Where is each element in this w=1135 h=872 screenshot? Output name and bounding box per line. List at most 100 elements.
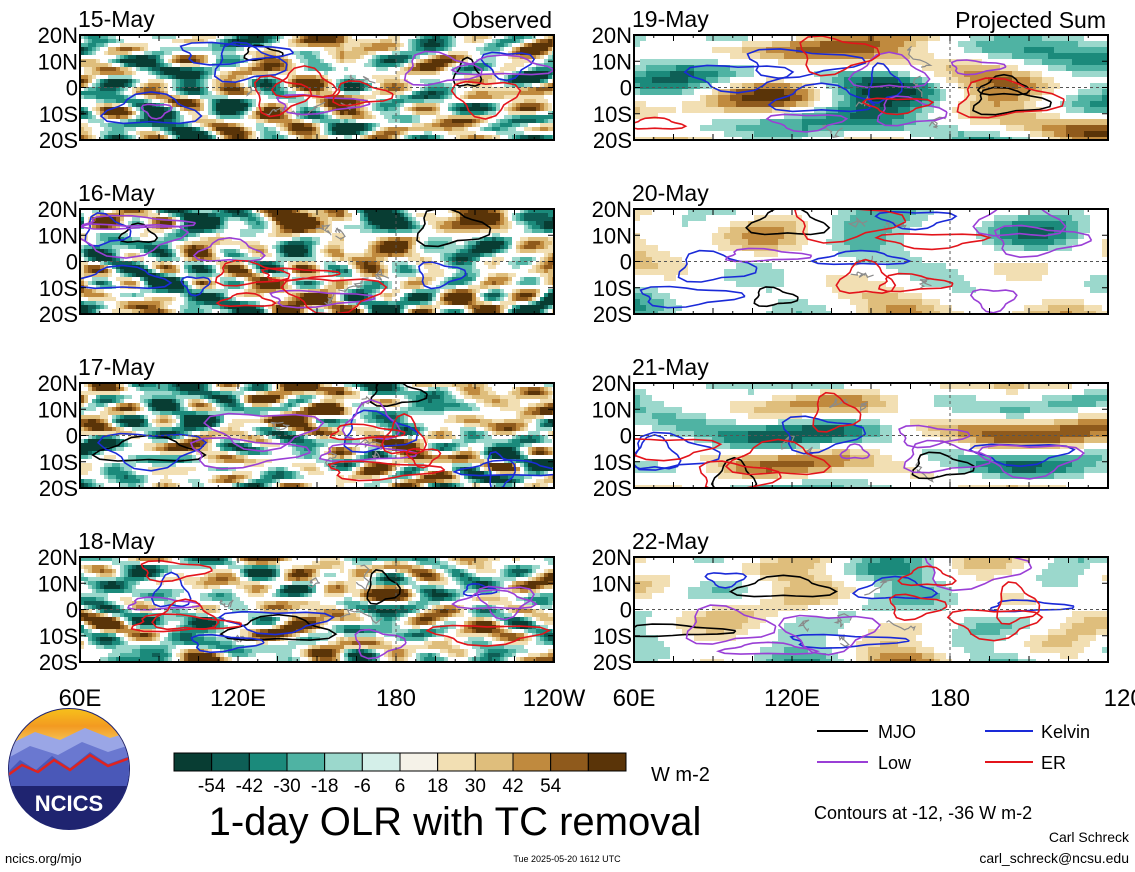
legend-label-kelvin: Kelvin — [1041, 722, 1090, 742]
olr-field — [80, 35, 554, 140]
contour-low — [189, 436, 311, 470]
logo-text: NCICS — [35, 791, 103, 816]
colorbar-swatch — [399, 752, 439, 772]
y-tick-label: 10N — [592, 49, 632, 74]
colorbar-tick-label: 30 — [465, 776, 486, 797]
x-tick-left-0: 60E — [59, 685, 102, 712]
contour-mjo — [976, 73, 1031, 96]
x-tick-right-1: 120E — [764, 685, 820, 712]
contour-low — [126, 596, 201, 611]
contour-low — [765, 113, 849, 133]
contour-er — [888, 593, 948, 622]
contour-er — [877, 272, 954, 293]
y-tick-label: 10N — [592, 397, 632, 422]
colorbar-swatch — [173, 752, 213, 772]
contour-low — [269, 289, 376, 309]
contour-low — [140, 103, 174, 120]
panel-date-label: 19-May — [632, 6, 709, 32]
y-tick-label: 10N — [592, 223, 632, 248]
contour-mjo — [369, 382, 428, 408]
x-tick-right-0: 60E — [613, 685, 656, 712]
contour-er — [405, 447, 442, 469]
contour-er — [130, 613, 243, 633]
olr-field — [634, 557, 1108, 662]
y-tick-label: 10S — [593, 276, 632, 301]
contour-er — [140, 559, 213, 583]
colorbar-swatch — [512, 752, 552, 772]
author-email: carl_schreck@ncsu.edu — [979, 850, 1129, 866]
contour-low — [847, 51, 931, 89]
colorbar-tick-label: 18 — [427, 776, 448, 797]
x-tick-left-2: 180 — [376, 685, 416, 712]
contour-er — [425, 624, 552, 647]
y-tick-label: 20N — [38, 545, 78, 570]
source-url: ncics.org/mjo — [5, 851, 82, 866]
contour-er — [946, 608, 1044, 642]
contour-er — [450, 80, 522, 120]
column-header: Projected Sum — [955, 7, 1106, 33]
author-name: Carl Schreck — [1049, 829, 1130, 845]
x-tick-left-3: 120W — [523, 685, 586, 712]
contour-low — [903, 439, 992, 474]
contour-er — [724, 438, 832, 476]
contour-kelvin — [213, 41, 288, 84]
contour-kelvin — [809, 249, 912, 266]
colorbar-tick-label: 42 — [502, 776, 523, 797]
contour-er — [215, 292, 278, 308]
colorbar-swatch — [437, 752, 476, 772]
contour-low — [993, 224, 1093, 259]
contour-kelvin — [180, 276, 212, 297]
contour-kelvin — [746, 48, 867, 80]
x-axis-labels-right: 60E 120E 180 120W — [613, 685, 1135, 712]
contour-er — [812, 391, 862, 433]
contour-er — [861, 97, 935, 116]
contour-mjo — [911, 451, 976, 480]
y-tick-label: 10N — [38, 397, 78, 422]
contour-kelvin — [867, 62, 903, 104]
contour-low — [318, 442, 418, 463]
contour-er — [253, 75, 313, 118]
contour-kelvin — [851, 575, 939, 600]
chart-title: 1-day OLR with TC removal — [209, 800, 702, 844]
legend-label-low: Low — [878, 753, 912, 773]
contour-mjo — [745, 208, 831, 236]
y-tick-label: 0 — [66, 76, 78, 101]
contour-er — [280, 277, 388, 315]
y-tick-label: 20N — [592, 23, 632, 48]
colorbar-unit: W m-2 — [651, 764, 710, 786]
contour-kelvin — [704, 572, 748, 589]
y-tick-label: 10S — [593, 450, 632, 475]
contour-low — [777, 614, 882, 656]
y-tick-label: 10N — [38, 571, 78, 596]
panel-date-label: 15-May — [78, 6, 155, 32]
contour-kelvin — [487, 451, 517, 489]
y-tick-label: 10S — [39, 276, 78, 301]
colorbar-tick-label: -42 — [236, 776, 263, 797]
panel-date-label: 18-May — [78, 528, 155, 554]
contour-kelvin — [480, 51, 536, 82]
contour-legend: MJO Kelvin Low ER — [817, 722, 1090, 773]
y-tick-label: 0 — [66, 250, 78, 275]
contour-mjo — [416, 208, 492, 248]
y-tick-label: 0 — [66, 598, 78, 623]
colorbar-swatch — [248, 752, 288, 772]
column-header: Observed — [452, 7, 552, 33]
contour-kelvin — [179, 41, 295, 66]
contour-er — [329, 423, 406, 441]
x-tick-left-1: 120E — [210, 685, 266, 712]
panel-date-label: 16-May — [78, 180, 155, 206]
contour-er — [835, 258, 897, 295]
contour-er — [214, 259, 291, 287]
contour-low — [976, 444, 1086, 480]
y-tick-label: 20S — [593, 128, 632, 153]
y-tick-label: 20N — [38, 197, 78, 222]
y-tick-label: 10S — [39, 102, 78, 127]
y-tick-label: 20S — [39, 128, 78, 153]
y-tick-label: 20N — [38, 23, 78, 48]
contour-note: Contours at -12, -36 W m-2 — [814, 803, 1032, 823]
